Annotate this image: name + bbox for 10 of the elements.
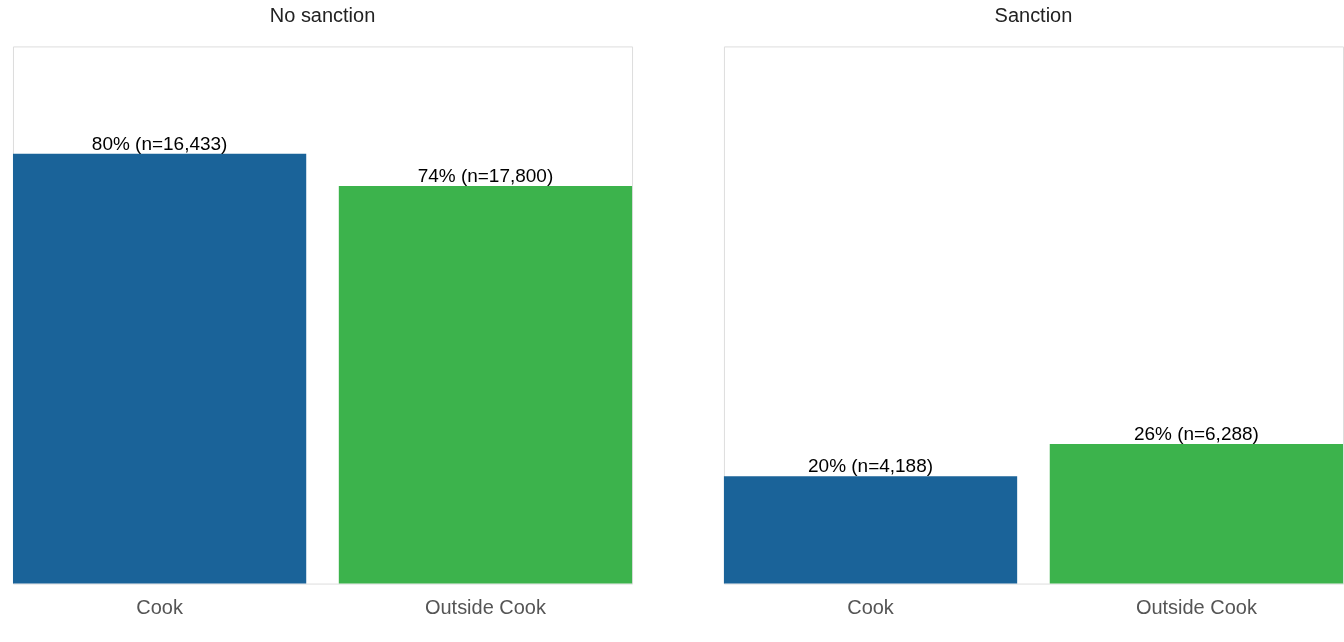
x-tick-label: Outside Cook: [424, 596, 547, 619]
x-tick-label: Outside Cook: [1135, 596, 1258, 619]
data-label: 26% (n=6,288): [1133, 422, 1259, 444]
data-label: 74% (n=17,800): [417, 165, 554, 187]
chart-title: Sanction: [994, 4, 1073, 27]
data-label: 20% (n=4,188): [808, 455, 934, 477]
data-label: 80% (n=16,433): [91, 132, 228, 154]
x-tick-label: Cook: [847, 596, 895, 619]
chart-title: No sanction: [269, 4, 376, 27]
x-tick-label: Cook: [136, 596, 184, 619]
